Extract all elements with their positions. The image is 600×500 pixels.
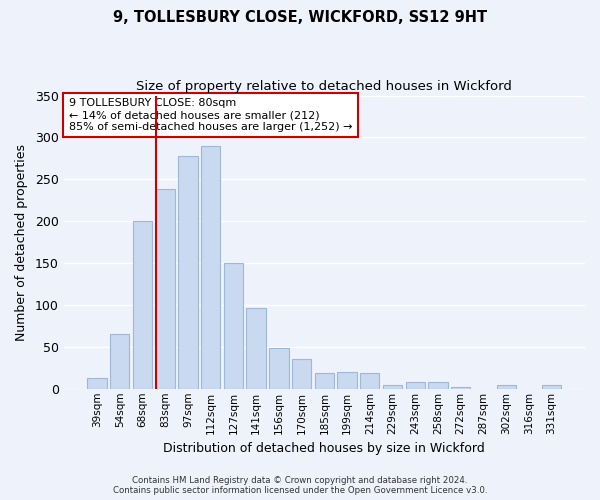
Bar (201, 146, 220, 389)
Bar (383, 384, 402, 389)
Bar (224, 263, 243, 389)
Bar (428, 382, 448, 389)
Bar (451, 387, 470, 389)
X-axis label: Distribution of detached houses by size in Wickford: Distribution of detached houses by size … (163, 442, 485, 455)
Bar (406, 382, 425, 389)
Bar (360, 373, 379, 389)
Title: Size of property relative to detached houses in Wickford: Size of property relative to detached ho… (136, 80, 512, 93)
Bar (337, 372, 357, 389)
Bar (133, 221, 152, 389)
Text: 9 TOLLESBURY CLOSE: 80sqm
← 14% of detached houses are smaller (212)
85% of semi: 9 TOLLESBURY CLOSE: 80sqm ← 14% of detac… (69, 98, 352, 132)
Bar (155, 190, 175, 389)
Bar (88, 378, 107, 389)
Bar (292, 360, 311, 389)
Bar (269, 348, 289, 389)
Bar (314, 373, 334, 389)
Text: 9, TOLLESBURY CLOSE, WICKFORD, SS12 9HT: 9, TOLLESBURY CLOSE, WICKFORD, SS12 9HT (113, 10, 487, 25)
Y-axis label: Number of detached properties: Number of detached properties (15, 144, 28, 340)
Bar (110, 334, 130, 389)
Bar (497, 384, 516, 389)
Bar (247, 308, 266, 389)
Bar (178, 156, 197, 389)
Bar (542, 384, 562, 389)
Text: Contains HM Land Registry data © Crown copyright and database right 2024.
Contai: Contains HM Land Registry data © Crown c… (113, 476, 487, 495)
